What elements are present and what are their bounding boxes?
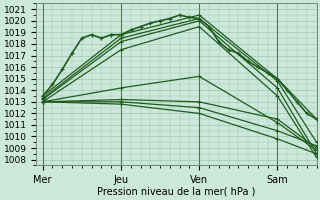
X-axis label: Pression niveau de la mer( hPa ): Pression niveau de la mer( hPa ): [97, 187, 256, 197]
